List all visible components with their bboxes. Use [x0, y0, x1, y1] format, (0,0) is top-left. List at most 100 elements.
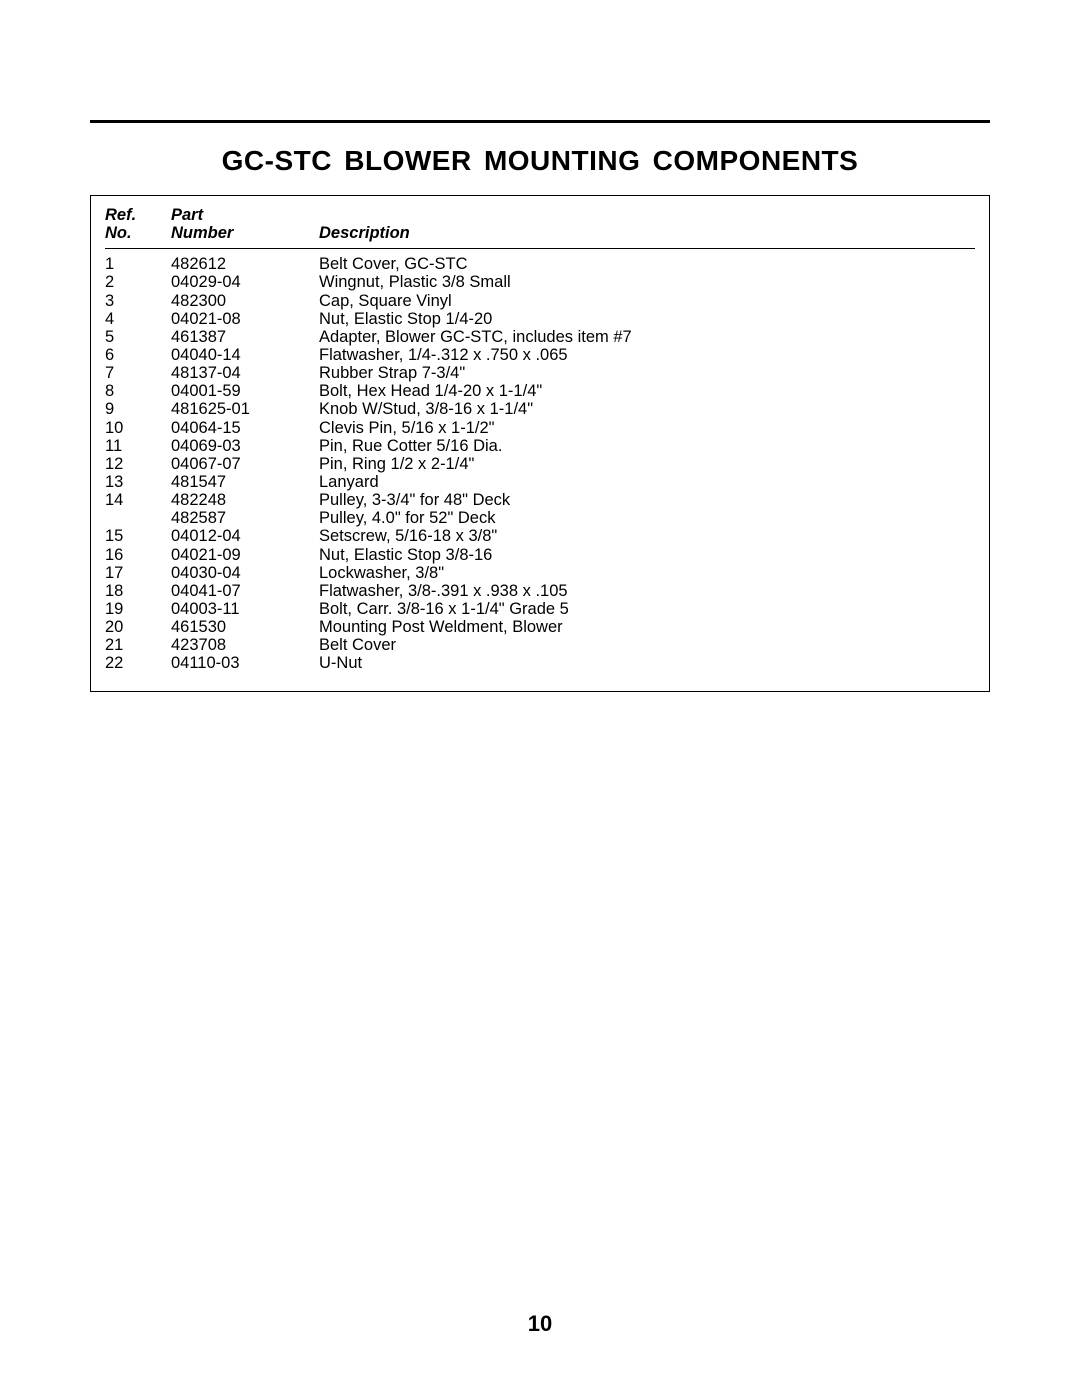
cell-part: 482587 [171, 509, 319, 527]
cell-ref: 7 [105, 364, 171, 382]
table-row: 1482612Belt Cover, GC-STC [105, 255, 975, 273]
cell-part: 482612 [171, 255, 319, 273]
table-row: 14482248Pulley, 3-3/4" for 48" Deck [105, 491, 975, 509]
cell-ref: 3 [105, 292, 171, 310]
cell-part: 482300 [171, 292, 319, 310]
cell-part: 482248 [171, 491, 319, 509]
cell-ref: 8 [105, 382, 171, 400]
table-row: 1904003-11Bolt, Carr. 3/8-16 x 1-1/4" Gr… [105, 600, 975, 618]
cell-ref: 9 [105, 400, 171, 418]
col-header-desc: Description [319, 206, 975, 249]
cell-desc: Pulley, 4.0" for 52" Deck [319, 509, 975, 527]
cell-desc: Pin, Rue Cotter 5/16 Dia. [319, 437, 975, 455]
cell-desc: Bolt, Carr. 3/8-16 x 1-1/4" Grade 5 [319, 600, 975, 618]
cell-ref: 1 [105, 255, 171, 273]
table-row: 204029-04Wingnut, Plastic 3/8 Small [105, 273, 975, 291]
cell-part: 04064-15 [171, 419, 319, 437]
cell-ref: 5 [105, 328, 171, 346]
cell-desc: Clevis Pin, 5/16 x 1-1/2" [319, 419, 975, 437]
cell-desc: Nut, Elastic Stop 3/8-16 [319, 546, 975, 564]
cell-desc: Nut, Elastic Stop 1/4-20 [319, 310, 975, 328]
top-rule [90, 120, 990, 123]
cell-part: 04040-14 [171, 346, 319, 364]
cell-desc: U-Nut [319, 654, 975, 672]
table-row: 404021-08Nut, Elastic Stop 1/4-20 [105, 310, 975, 328]
cell-desc: Setscrew, 5/16-18 x 3/8" [319, 527, 975, 545]
table-row: 1804041-07Flatwasher, 3/8-.391 x .938 x … [105, 582, 975, 600]
table-row: 1504012-04Setscrew, 5/16-18 x 3/8" [105, 527, 975, 545]
cell-ref: 14 [105, 491, 171, 509]
cell-ref: 2 [105, 273, 171, 291]
page-title: GC-STC BLOWER MOUNTING COMPONENTS [90, 145, 990, 177]
table-row: 9481625-01Knob W/Stud, 3/8-16 x 1-1/4" [105, 400, 975, 418]
cell-part: 04001-59 [171, 382, 319, 400]
page-number: 10 [0, 1311, 1080, 1337]
cell-part: 04003-11 [171, 600, 319, 618]
cell-desc: Mounting Post Weldment, Blower [319, 618, 975, 636]
table-row: 20461530Mounting Post Weldment, Blower [105, 618, 975, 636]
cell-part: 04069-03 [171, 437, 319, 455]
cell-part: 481625-01 [171, 400, 319, 418]
cell-desc: Rubber Strap 7-3/4" [319, 364, 975, 382]
table-row: 604040-14Flatwasher, 1/4-.312 x .750 x .… [105, 346, 975, 364]
cell-desc: Lanyard [319, 473, 975, 491]
cell-part: 04110-03 [171, 654, 319, 672]
page: GC-STC BLOWER MOUNTING COMPONENTS Ref. N… [0, 0, 1080, 1397]
cell-part: 04029-04 [171, 273, 319, 291]
cell-desc: Belt Cover, GC-STC [319, 255, 975, 273]
parts-table-frame: Ref. No. Part Number Description 1482612… [90, 195, 990, 692]
cell-part: 481547 [171, 473, 319, 491]
cell-desc: Flatwasher, 1/4-.312 x .750 x .065 [319, 346, 975, 364]
cell-part: 48137-04 [171, 364, 319, 382]
cell-desc: Cap, Square Vinyl [319, 292, 975, 310]
table-header: Ref. No. Part Number Description [105, 206, 975, 249]
cell-ref: 10 [105, 419, 171, 437]
table-row: 3482300Cap, Square Vinyl [105, 292, 975, 310]
cell-ref: 21 [105, 636, 171, 654]
cell-part: 04067-07 [171, 455, 319, 473]
cell-ref: 15 [105, 527, 171, 545]
table-row: 1104069-03Pin, Rue Cotter 5/16 Dia. [105, 437, 975, 455]
cell-ref: 13 [105, 473, 171, 491]
cell-part: 04012-04 [171, 527, 319, 545]
cell-desc: Pulley, 3-3/4" for 48" Deck [319, 491, 975, 509]
cell-desc: Lockwasher, 3/8" [319, 564, 975, 582]
cell-ref: 20 [105, 618, 171, 636]
table-row: 13481547Lanyard [105, 473, 975, 491]
cell-ref: 4 [105, 310, 171, 328]
table-row: 748137-04Rubber Strap 7-3/4" [105, 364, 975, 382]
col-header-ref: Ref. No. [105, 206, 171, 249]
table-row: 1704030-04Lockwasher, 3/8" [105, 564, 975, 582]
cell-ref: 16 [105, 546, 171, 564]
cell-ref: 22 [105, 654, 171, 672]
table-row: 1604021-09Nut, Elastic Stop 3/8-16 [105, 546, 975, 564]
cell-ref: 12 [105, 455, 171, 473]
parts-table: Ref. No. Part Number Description 1482612… [105, 206, 975, 673]
cell-desc: Belt Cover [319, 636, 975, 654]
cell-ref: 17 [105, 564, 171, 582]
table-row: 21423708Belt Cover [105, 636, 975, 654]
cell-ref: 11 [105, 437, 171, 455]
cell-part: 461387 [171, 328, 319, 346]
cell-part: 423708 [171, 636, 319, 654]
cell-desc: Flatwasher, 3/8-.391 x .938 x .105 [319, 582, 975, 600]
cell-ref [105, 509, 171, 527]
cell-desc: Wingnut, Plastic 3/8 Small [319, 273, 975, 291]
cell-part: 04021-08 [171, 310, 319, 328]
cell-part: 04021-09 [171, 546, 319, 564]
cell-desc: Bolt, Hex Head 1/4-20 x 1-1/4" [319, 382, 975, 400]
cell-part: 461530 [171, 618, 319, 636]
table-body: 1482612Belt Cover, GC-STC204029-04Wingnu… [105, 249, 975, 673]
table-row: 482587Pulley, 4.0" for 52" Deck [105, 509, 975, 527]
cell-ref: 6 [105, 346, 171, 364]
col-header-part: Part Number [171, 206, 319, 249]
cell-desc: Adapter, Blower GC-STC, includes item #7 [319, 328, 975, 346]
table-row: 804001-59Bolt, Hex Head 1/4-20 x 1-1/4" [105, 382, 975, 400]
cell-desc: Pin, Ring 1/2 x 2-1/4" [319, 455, 975, 473]
cell-part: 04030-04 [171, 564, 319, 582]
table-row: 2204110-03U-Nut [105, 654, 975, 672]
table-row: 1204067-07Pin, Ring 1/2 x 2-1/4" [105, 455, 975, 473]
cell-part: 04041-07 [171, 582, 319, 600]
cell-ref: 19 [105, 600, 171, 618]
table-row: 5461387Adapter, Blower GC-STC, includes … [105, 328, 975, 346]
